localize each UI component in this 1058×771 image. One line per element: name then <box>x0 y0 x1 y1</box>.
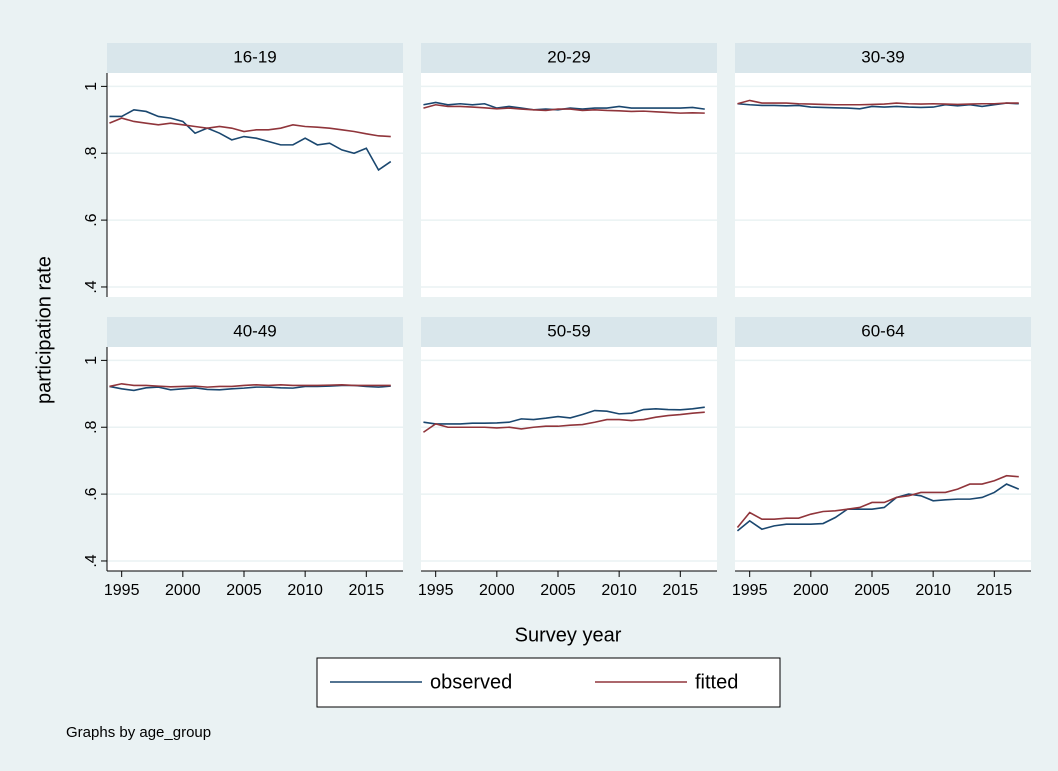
legend-label: observed <box>430 671 512 693</box>
y-tick-label: .6 <box>83 487 100 500</box>
series-line <box>736 483 1020 532</box>
series-line <box>423 103 705 114</box>
series-line <box>109 382 391 388</box>
x-tick-label: 2015 <box>349 582 385 599</box>
y-tick-label: .6 <box>83 213 100 226</box>
panel-strip <box>735 317 1031 347</box>
x-tick-label: 1995 <box>104 582 140 599</box>
panel-title: 40-49 <box>233 321 276 340</box>
series-line <box>737 99 1019 106</box>
x-tick-label: 1995 <box>732 582 768 599</box>
y-tick-label: .8 <box>83 420 100 433</box>
x-tick-label: 2000 <box>165 582 201 599</box>
x-tick-label: 2005 <box>854 582 890 599</box>
x-axis-title: Survey year <box>515 624 622 646</box>
y-tick-label: .4 <box>83 280 100 293</box>
series-line <box>737 102 1019 110</box>
panel-title: 60-64 <box>861 321 904 340</box>
panel-title: 16-19 <box>233 47 276 66</box>
x-tick-label: 1995 <box>418 582 454 599</box>
x-tick-label: 2015 <box>977 582 1013 599</box>
x-tick-label: 2005 <box>540 582 576 599</box>
x-tick-label: 2005 <box>226 582 262 599</box>
x-tick-label: 2015 <box>663 582 699 599</box>
plot-area <box>421 73 717 297</box>
x-tick-label: 2010 <box>601 582 637 599</box>
y-tick-label: .8 <box>83 146 100 159</box>
series-line <box>423 406 705 425</box>
panel-strip <box>735 43 1031 73</box>
x-tick-label: 2000 <box>793 582 829 599</box>
series-line <box>422 411 705 433</box>
plot-area <box>107 347 403 571</box>
plot-area <box>107 73 403 297</box>
legend-label: fitted <box>695 671 738 693</box>
y-axis-title: participation rate <box>33 256 55 404</box>
series-line <box>109 108 392 172</box>
y-tick-label: 1 <box>83 82 100 91</box>
series-line <box>109 117 391 138</box>
plot-area <box>735 347 1031 571</box>
plot-area <box>421 347 717 571</box>
x-tick-label: 2000 <box>479 582 515 599</box>
x-tick-label: 2010 <box>287 582 323 599</box>
panel-strip <box>107 43 403 73</box>
panel-strip <box>421 43 717 73</box>
panel-title: 30-39 <box>861 47 904 66</box>
series-line <box>736 474 1019 529</box>
note: Graphs by age_group <box>66 724 211 741</box>
x-tick-label: 2010 <box>915 582 951 599</box>
panel-title: 50-59 <box>547 321 590 340</box>
panel-strip <box>107 317 403 347</box>
panel-title: 20-29 <box>547 47 590 66</box>
plot-area <box>735 73 1031 297</box>
y-tick-label: 1 <box>83 356 100 365</box>
panel-strip <box>421 317 717 347</box>
y-tick-label: .4 <box>83 554 100 567</box>
